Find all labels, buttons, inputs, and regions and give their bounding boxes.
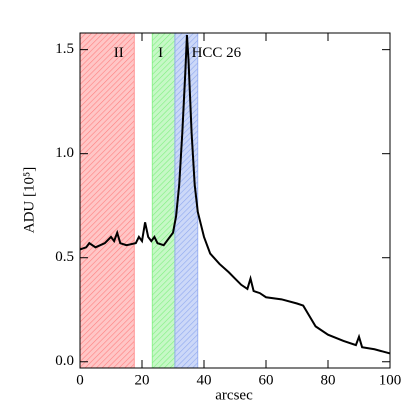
y-axis-label: ADU [10⁵] (21, 167, 37, 233)
x-tick-label: 100 (379, 372, 402, 388)
x-axis-label: arcsec (215, 387, 253, 403)
y-tick-label: 0.5 (55, 249, 74, 265)
x-tick-label: 20 (135, 372, 150, 388)
region (151, 32, 176, 369)
y-tick-label: 1.0 (55, 145, 74, 161)
region-label: HCC 26 (192, 45, 242, 61)
x-tick-label: 0 (76, 372, 84, 388)
x-tick-label: 80 (321, 372, 336, 388)
x-tick-label: 40 (197, 372, 212, 388)
region (79, 32, 135, 369)
y-tick-label: 1.5 (55, 41, 74, 57)
plot-frame (79, 32, 391, 369)
x-tick-label: 60 (259, 372, 274, 388)
region-label: II (114, 45, 124, 61)
region-label: I (158, 45, 163, 61)
line (79, 35, 391, 355)
y-tick-label: 0.0 (55, 353, 74, 369)
